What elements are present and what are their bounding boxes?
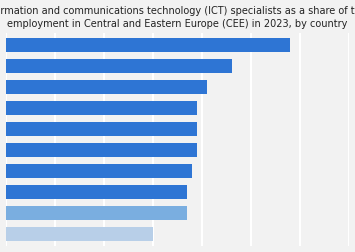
Bar (6, 60, 231, 74)
Bar (6, 164, 192, 178)
Bar (6, 143, 197, 158)
Bar (6, 81, 207, 95)
Bar (6, 102, 197, 116)
Title: Information and communications technology (ICT) specialists as a share of total
: Information and communications technolog… (0, 6, 355, 29)
Bar (6, 185, 187, 199)
Bar (6, 39, 290, 53)
Bar (6, 206, 187, 220)
Bar (6, 227, 153, 241)
Bar (6, 122, 197, 137)
